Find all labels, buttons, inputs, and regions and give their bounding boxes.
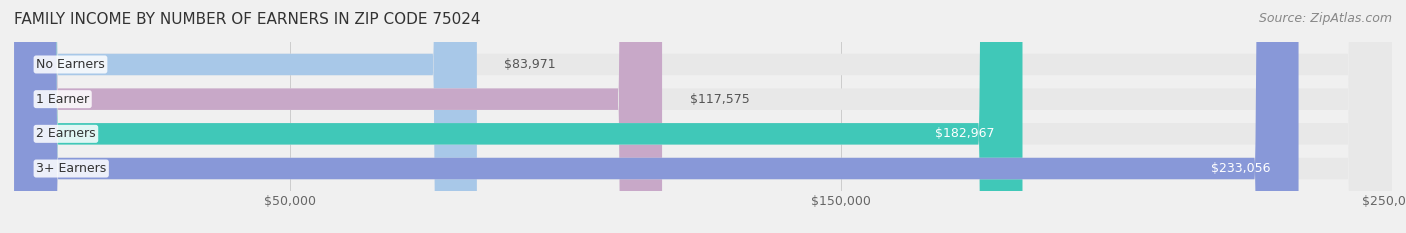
Text: 2 Earners: 2 Earners <box>37 127 96 140</box>
FancyBboxPatch shape <box>14 0 1022 233</box>
FancyBboxPatch shape <box>14 0 1299 233</box>
Text: FAMILY INCOME BY NUMBER OF EARNERS IN ZIP CODE 75024: FAMILY INCOME BY NUMBER OF EARNERS IN ZI… <box>14 12 481 27</box>
Text: $117,575: $117,575 <box>689 93 749 106</box>
Text: 1 Earner: 1 Earner <box>37 93 89 106</box>
Text: $83,971: $83,971 <box>505 58 555 71</box>
FancyBboxPatch shape <box>14 0 1392 233</box>
FancyBboxPatch shape <box>14 0 477 233</box>
Text: Source: ZipAtlas.com: Source: ZipAtlas.com <box>1258 12 1392 25</box>
FancyBboxPatch shape <box>14 0 1392 233</box>
Text: No Earners: No Earners <box>37 58 105 71</box>
Text: $182,967: $182,967 <box>935 127 995 140</box>
Text: 3+ Earners: 3+ Earners <box>37 162 107 175</box>
FancyBboxPatch shape <box>14 0 1392 233</box>
Text: $233,056: $233,056 <box>1212 162 1271 175</box>
FancyBboxPatch shape <box>14 0 1392 233</box>
FancyBboxPatch shape <box>14 0 662 233</box>
